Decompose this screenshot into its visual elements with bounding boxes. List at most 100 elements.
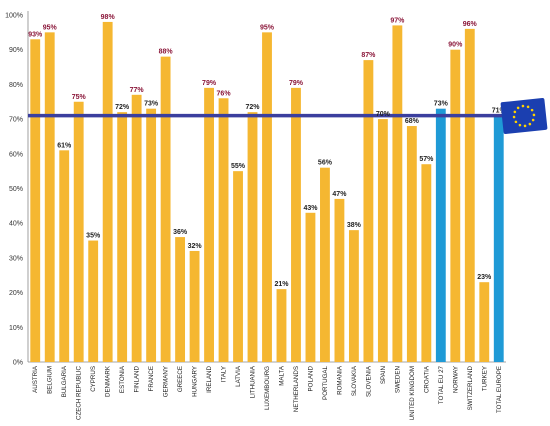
bars — [30, 21, 504, 363]
bar — [131, 94, 142, 362]
data-labels: 93%95%61%75%35%98%72%77%73%88%36%32%79%7… — [28, 14, 506, 288]
category-labels: AUSTRIA BELGIUM BULGARIA CZECH REPUBLIC CYPR… — [32, 365, 503, 420]
flag-star — [523, 124, 527, 128]
bar — [377, 119, 388, 362]
x-tick-label: TOTAL EUROPE — [496, 366, 503, 413]
bar — [291, 87, 301, 363]
x-tick-label: SLOVAKIA — [351, 365, 358, 396]
data-label: 68% — [405, 118, 420, 125]
y-tick-label: 10% — [9, 325, 23, 332]
bar — [88, 240, 99, 362]
x-tick-label: SPAIN — [380, 366, 387, 384]
x-tick-label: HUNGARY — [192, 366, 199, 397]
bar — [450, 49, 461, 362]
x-tick-label: POLAND — [307, 365, 314, 391]
bar — [464, 28, 475, 362]
bar — [204, 87, 214, 363]
x-tick-label: UNITED KINGDOM — [409, 366, 416, 420]
x-tick-label: NORWAY — [452, 366, 459, 393]
data-label: 95% — [43, 24, 58, 31]
x-tick-label: BULGARIA — [61, 365, 68, 397]
flag-star — [513, 110, 517, 114]
x-tick-label: LUXEMBOURG — [264, 366, 271, 410]
x-tick-label: SWEDEN — [394, 366, 401, 393]
data-label: 72% — [115, 104, 130, 111]
data-label: 38% — [347, 222, 362, 229]
data-label: 32% — [188, 243, 203, 250]
flag-star — [514, 120, 518, 124]
eu-flag-icon — [500, 97, 548, 135]
data-label: 70% — [376, 111, 391, 118]
data-label: 88% — [159, 49, 174, 56]
x-tick-label: TURKEY — [481, 366, 488, 391]
bar — [320, 167, 330, 362]
bar — [30, 39, 41, 362]
flag-background — [500, 97, 548, 135]
x-tick-label: GERMANY — [163, 366, 170, 397]
bar — [262, 32, 272, 362]
x-tick-label: TOTAL EU 27 — [438, 365, 445, 404]
y-tick-label: 20% — [9, 290, 23, 297]
bar — [363, 60, 374, 363]
bar — [73, 101, 84, 362]
x-tick-label: DENMARK — [105, 365, 112, 397]
bar — [334, 198, 345, 362]
data-label: 73% — [144, 101, 159, 108]
data-label: 55% — [231, 163, 246, 170]
bar — [435, 108, 446, 362]
bar — [392, 25, 403, 362]
x-tick-label: LITHUANIA — [250, 365, 257, 398]
flag-star — [518, 123, 522, 127]
y-tick-label: 30% — [9, 255, 23, 262]
data-label: 57% — [419, 156, 434, 163]
data-label: 21% — [274, 281, 289, 288]
x-tick-label: BELGIUM — [47, 366, 54, 394]
data-label: 90% — [448, 42, 463, 49]
x-tick-label: CROATIA — [423, 365, 430, 393]
data-label: 72% — [246, 104, 261, 111]
data-label: 43% — [303, 205, 318, 212]
bar — [348, 230, 359, 362]
data-label: 96% — [463, 21, 478, 28]
x-tick-label: CYPRUS — [90, 366, 97, 392]
x-tick-label: ESTONIA — [119, 365, 126, 393]
x-tick-label: FINLAND — [134, 365, 141, 392]
bar — [146, 108, 157, 362]
x-tick-label: CZECH REPUBLIC — [76, 365, 83, 420]
data-label: 36% — [173, 229, 188, 236]
bar — [493, 115, 504, 362]
y-tick-label: 80% — [9, 82, 23, 89]
flag-star — [530, 108, 534, 112]
x-tick-label: NETHERLANDS — [293, 366, 300, 412]
x-tick-label: SLOVENIA — [365, 365, 372, 397]
bar — [305, 212, 316, 362]
data-label: 79% — [289, 80, 304, 87]
flag-star — [516, 106, 520, 110]
x-tick-label: FRANCE — [148, 366, 155, 391]
x-tick-label: IRELAND — [206, 365, 213, 392]
flag-star — [526, 105, 530, 109]
flag-star — [528, 122, 532, 126]
data-label: 87% — [361, 52, 376, 59]
flag-star — [512, 115, 516, 119]
x-tick-label: ITALY — [221, 366, 228, 382]
data-label: 79% — [202, 80, 217, 87]
x-tick-label: GREECE — [177, 366, 184, 392]
flag-star — [521, 104, 525, 108]
data-label: 47% — [332, 191, 347, 198]
bar — [233, 171, 243, 362]
bar — [117, 112, 128, 362]
y-tick-label: 90% — [9, 47, 23, 54]
bar — [218, 98, 229, 362]
x-tick-label: SWITZERLAND — [467, 365, 474, 410]
y-tick-label: 40% — [9, 221, 23, 228]
x-tick-label: ROMANIA — [336, 365, 343, 395]
data-label: 97% — [390, 17, 405, 24]
y-tick-label: 50% — [9, 186, 23, 193]
data-label: 98% — [101, 14, 116, 21]
bar — [276, 289, 287, 362]
data-label: 77% — [130, 87, 145, 94]
data-label: 71% — [492, 108, 507, 115]
bar — [421, 164, 432, 362]
